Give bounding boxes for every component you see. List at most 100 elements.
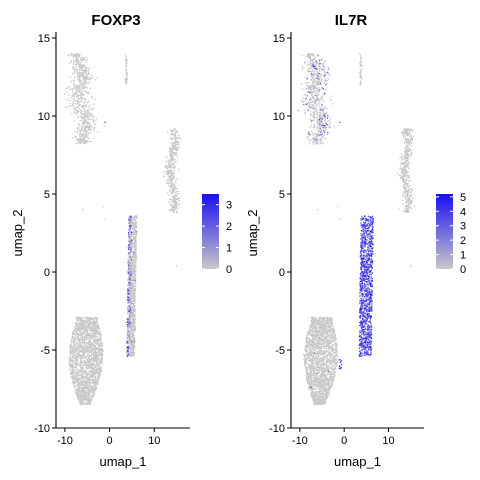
point [88,140,91,143]
point [102,205,104,208]
point [85,338,88,341]
point [91,118,94,120]
point [173,176,176,179]
point [69,346,71,348]
point [133,216,136,219]
y-tick-label: -5 [40,345,50,357]
point [127,311,129,313]
point [313,112,316,114]
point [170,157,173,159]
point [94,383,96,386]
point [68,362,71,364]
point [90,367,93,370]
point [302,97,304,100]
point [319,77,321,80]
point [80,68,83,70]
point [80,371,82,373]
point [84,375,87,377]
point [86,399,88,401]
point [129,219,131,222]
point [125,70,128,72]
point [74,110,77,112]
point [165,165,167,168]
point [94,332,97,334]
point [88,72,90,75]
point [88,382,91,384]
point [75,366,77,368]
point [69,88,71,90]
point [131,352,133,354]
point [95,349,98,351]
point [93,373,96,375]
point [79,369,82,371]
point [75,53,77,56]
point [88,115,91,117]
point [173,137,176,140]
point [80,343,82,345]
point [83,340,86,342]
point [177,140,180,143]
point [93,330,96,333]
point [81,71,84,74]
point [324,83,327,86]
point [128,246,131,248]
point [73,355,76,358]
point [66,99,69,101]
point [132,266,134,269]
point [127,319,129,322]
point [93,348,96,350]
point [89,126,91,128]
point [126,334,129,337]
point [321,58,324,60]
point [178,199,180,202]
point [176,211,178,214]
point [309,96,312,99]
point [88,364,91,367]
point [80,135,83,138]
point [169,169,172,172]
point [79,351,82,353]
point [312,90,315,93]
point [84,80,87,82]
y-tick-label: 5 [44,189,50,201]
point [176,140,179,143]
point [76,131,79,133]
point [85,73,87,76]
point [125,71,127,74]
point [87,101,89,104]
point [330,95,332,97]
point [82,93,84,95]
point [310,124,312,127]
point [318,67,321,69]
point [85,130,87,133]
point [79,331,81,333]
point [73,108,75,111]
point [80,92,82,94]
point [80,88,82,91]
point [93,325,96,327]
point [83,79,86,81]
point [127,281,130,283]
point [80,386,83,388]
point [83,354,85,357]
point [307,67,310,70]
y-tick-label: -10 [34,423,50,435]
point [74,327,76,330]
point [77,141,79,143]
point [80,140,83,142]
x-tick-label: 0 [107,435,113,447]
point [73,81,75,84]
point [91,377,94,379]
point [90,95,93,98]
point [77,360,79,363]
point [322,69,325,71]
point [172,148,175,151]
point [95,385,97,388]
point [127,255,130,257]
point [175,151,177,154]
point [82,121,84,124]
point [312,92,314,94]
point [176,143,179,145]
point [127,346,129,348]
